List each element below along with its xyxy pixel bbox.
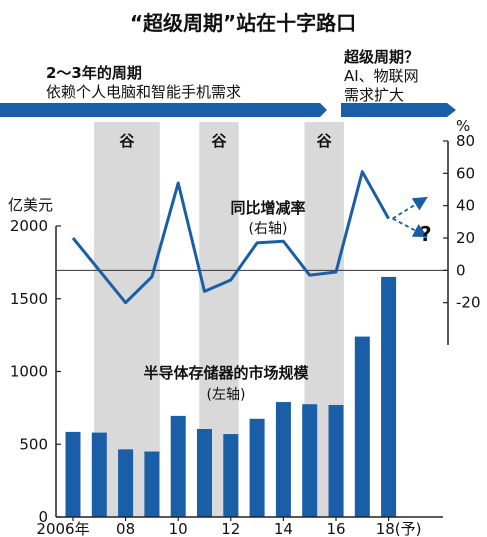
bar-2017 xyxy=(354,336,370,517)
x-tick-label-2016: 16 xyxy=(326,520,345,537)
bar-2015 xyxy=(302,404,318,517)
right-tick-label-20: 20 xyxy=(456,229,475,247)
right-axis-unit: % xyxy=(456,117,470,135)
growth-rate-polyline xyxy=(71,170,390,305)
trough-label-0: 谷 xyxy=(119,132,135,150)
left-tick-label-2000: 2000 xyxy=(10,217,48,235)
banner-right-line1: 超级周期？ xyxy=(343,48,419,66)
left-axis-unit: 亿美元 xyxy=(8,196,53,214)
projection-question-mark: ? xyxy=(420,222,432,246)
bar-2009 xyxy=(144,451,160,517)
bar-series-axis-note: (左轴) xyxy=(207,387,246,403)
banner-right-line2: AI、物联网 xyxy=(344,67,419,85)
bar-2018 xyxy=(381,276,397,517)
trough-label-1: 谷 xyxy=(211,132,227,150)
x-tick-label-2010: 10 xyxy=(169,520,188,537)
left-tick-label-1500: 1500 xyxy=(10,290,48,308)
bar-2014 xyxy=(275,402,291,517)
chart-title: “超级周期”站在十字路口 xyxy=(130,11,356,35)
x-tick-label-2006: 2006年 xyxy=(36,520,89,537)
trough-label-2: 谷 xyxy=(317,132,333,150)
right-tick-label-60: 60 xyxy=(456,164,475,182)
x-tick-label-2018: 18(予) xyxy=(376,520,422,537)
banner-right-line3: 需求扩大 xyxy=(344,86,404,104)
bar-2013 xyxy=(249,418,265,517)
right-tick-label--20: -20 xyxy=(456,294,481,312)
banner-left-arrow xyxy=(0,103,327,117)
banner-left-line1: 2～3年的周期 xyxy=(46,64,142,82)
bar-2016 xyxy=(328,404,344,517)
left-tick-label-500: 500 xyxy=(19,435,48,453)
left-tick-label-1000: 1000 xyxy=(10,363,48,381)
line-series-axis-note: (右轴) xyxy=(249,221,288,237)
bar-2007 xyxy=(91,432,107,517)
bar-2012 xyxy=(223,434,239,517)
growth-rate-line xyxy=(71,170,428,305)
x-tick-label-2008: 08 xyxy=(116,520,135,537)
banner-left-line2: 依赖个人电脑和智能手机需求 xyxy=(46,83,241,101)
bar-2006 xyxy=(65,431,81,517)
bar-2010 xyxy=(170,415,186,517)
projection-down-arrow xyxy=(392,217,428,238)
bar-2008 xyxy=(118,449,134,517)
x-tick-label-2012: 12 xyxy=(221,520,240,537)
line-series-label: 同比增减率 xyxy=(230,199,305,217)
bar-2011 xyxy=(197,428,212,517)
right-tick-label-80: 80 xyxy=(456,132,475,150)
axes: 0 500 1000 1500 2000 -20 0 20 40 60 80 xyxy=(10,132,481,526)
bar-series-label: 半导体存储器的市场规模 xyxy=(143,364,309,382)
right-tick-label-40: 40 xyxy=(456,197,475,215)
left-tick-label-0: 0 xyxy=(38,508,48,526)
right-tick-label-0: 0 xyxy=(456,261,466,279)
projection-up-arrow xyxy=(392,196,428,220)
banner-right-arrow xyxy=(341,103,456,117)
x-tick-label-2014: 14 xyxy=(274,520,293,537)
x-tick-labels: 2006年 08 10 12 14 16 18(予) xyxy=(36,517,421,537)
market-size-bars xyxy=(65,276,397,517)
